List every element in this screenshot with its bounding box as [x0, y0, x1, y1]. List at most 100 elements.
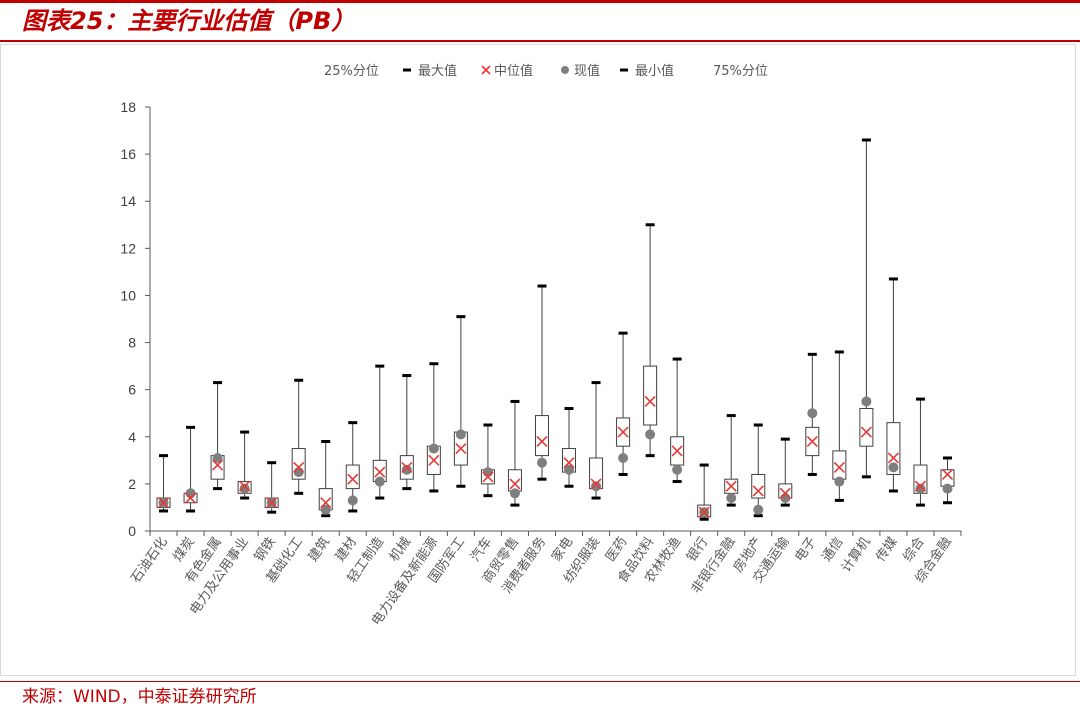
median-marker: [320, 497, 332, 509]
box-item: [643, 223, 658, 458]
current-value-marker: [780, 493, 791, 504]
current-value-marker: [293, 467, 304, 478]
bottom-rule: [0, 681, 1080, 682]
median-marker: [239, 480, 251, 492]
plot-area: [156, 138, 955, 521]
x-category-label: 计算机: [839, 535, 874, 576]
iqr-box: [345, 464, 360, 490]
median-marker: [914, 480, 927, 492]
current-value-marker: [564, 464, 575, 475]
median-marker: [266, 497, 278, 509]
current-value-marker: [482, 467, 493, 478]
current-value-marker: [726, 493, 737, 504]
median-marker: [617, 426, 629, 438]
current-value-marker: [212, 452, 223, 463]
box-item: [589, 381, 604, 500]
median-marker: [374, 466, 386, 478]
iqr-box: [832, 450, 847, 480]
y-tick-label: 14: [120, 193, 136, 209]
box-item: [562, 407, 577, 488]
median-marker: [509, 478, 521, 490]
current-value-marker: [807, 408, 818, 419]
box-item: [778, 437, 793, 507]
box-item: [372, 364, 387, 500]
median-marker: [752, 485, 764, 497]
y-tick-label: 4: [128, 429, 136, 445]
box-item: [751, 423, 766, 518]
legend-item: 25%分位: [324, 64, 379, 79]
box-plot-chart: 25%分位 最大值 中位值 现值 最小值 75%分位 0 2 4 6 8 10 12 14 16 18 石油…: [120, 63, 962, 628]
current-value-marker: [915, 483, 926, 494]
current-value-marker: [320, 504, 331, 515]
box-item: [345, 421, 360, 513]
box-item: [318, 439, 333, 518]
chart-panel: 25%分位 最大值 中位值 现值 最小值 75%分位 0 2 4 6 8 10 12 14 16 18 石油…: [0, 44, 1076, 676]
current-value-marker: [834, 476, 845, 487]
median-marker: [455, 442, 467, 455]
box-item: [264, 461, 279, 514]
x-category-label: 传媒: [873, 535, 900, 565]
median-marker: [725, 480, 737, 492]
box-item: [805, 352, 820, 476]
box-item: [534, 284, 549, 481]
legend-label: 25%分位: [324, 64, 379, 79]
median-marker: [698, 506, 710, 518]
box-item: [183, 425, 198, 513]
median-marker: [184, 492, 197, 504]
x-category-label: 建筑: [305, 534, 333, 564]
median-marker: [860, 426, 872, 438]
current-value-marker: [618, 452, 629, 463]
legend: 25%分位 最大值 中位值 现值 最小值 75%分位: [324, 63, 768, 79]
x-category-label: 电子: [792, 535, 819, 565]
current-value-marker: [536, 457, 547, 468]
legend-label: 最小值: [635, 63, 674, 79]
y-tick-label: 0: [128, 523, 136, 539]
y-tick-label: 8: [128, 335, 136, 351]
current-value-marker: [672, 464, 683, 475]
iqr-box: [751, 473, 766, 499]
box-item: [210, 381, 225, 491]
current-value-marker: [428, 443, 439, 454]
current-value-marker: [509, 488, 520, 499]
current-value-marker: [347, 495, 358, 506]
median-marker: [293, 461, 305, 473]
current-value-marker: [455, 429, 466, 440]
median-marker: [563, 457, 575, 469]
y-tick-label: 12: [120, 240, 136, 256]
source-note: 来源：WIND，中泰证券研究所: [22, 687, 257, 707]
legend-item: 现值: [561, 63, 600, 79]
box-item: [670, 357, 685, 484]
median-marker: [536, 435, 548, 448]
median-marker: [644, 395, 656, 408]
title-rule: [0, 40, 1080, 42]
median-marker: [401, 461, 413, 473]
current-value-marker: [374, 476, 385, 487]
box-item: [886, 277, 901, 493]
box-item: [724, 414, 739, 507]
legend-item: 最小值: [620, 63, 674, 79]
box-item: [291, 378, 306, 495]
legend-label: 最大值: [418, 63, 457, 79]
median-marker: [806, 435, 818, 448]
current-value-marker: [401, 464, 412, 475]
box-item: [237, 430, 252, 500]
median-marker: [941, 468, 954, 481]
current-value-marker: [591, 481, 602, 492]
x-category-label: 家电: [548, 534, 576, 564]
iqr-box: [859, 408, 874, 447]
box-item: [480, 423, 495, 498]
figure-title: 图表25：主要行业估值（PB）: [22, 7, 356, 35]
legend-label: 中位值: [494, 63, 533, 79]
median-marker: [482, 471, 494, 483]
x-category-label: 石油石化: [129, 535, 171, 586]
y-tick-label: 6: [128, 382, 136, 398]
legend-label: 75%分位: [713, 64, 768, 79]
current-value-marker: [645, 429, 656, 440]
box-item: [940, 456, 955, 505]
legend-item: 75%分位: [713, 64, 768, 79]
box-item: [832, 350, 847, 502]
box-item: [913, 397, 928, 507]
iqr-box: [534, 415, 549, 457]
box-item: [507, 399, 522, 507]
